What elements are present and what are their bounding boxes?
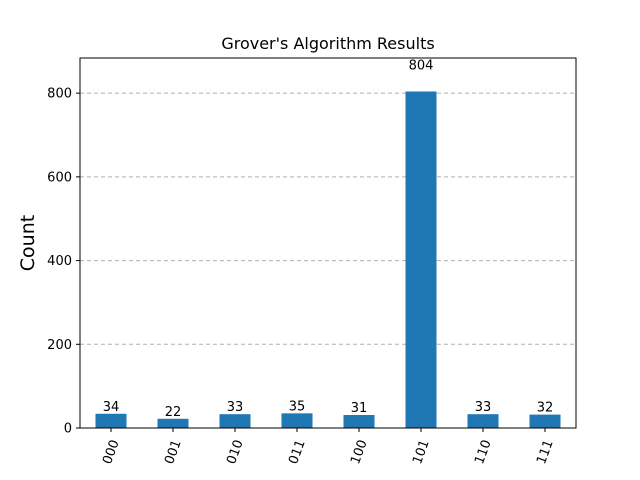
bar-value-label: 32 <box>537 401 554 416</box>
bar-value-label: 35 <box>289 399 306 414</box>
plot-frame <box>79 57 577 429</box>
y-tick-label: 0 <box>64 422 72 437</box>
y-axis-ticks: 0 200 400 600 800 <box>47 87 80 437</box>
bar-value-label: 31 <box>351 401 368 416</box>
y-tick-label: 200 <box>47 338 72 353</box>
bar <box>529 414 561 428</box>
bar <box>95 413 127 428</box>
bar-value-label: 34 <box>103 400 120 415</box>
bar <box>343 415 375 428</box>
bar-value-labels: 34 22 33 35 31 804 33 32 <box>103 58 554 419</box>
gridlines <box>80 92 576 345</box>
bar-value-label: 22 <box>165 405 182 420</box>
bar-value-label: 33 <box>475 400 492 415</box>
bar <box>281 413 313 428</box>
y-tick-label: 400 <box>47 254 72 269</box>
bar <box>219 414 251 428</box>
chart-title: Grover's Algorithm Results <box>221 34 434 53</box>
y-axis-label: Count <box>17 215 39 271</box>
bar <box>157 418 189 428</box>
bar-value-label: 804 <box>409 58 434 73</box>
y-tick-label: 800 <box>47 87 72 102</box>
y-tick-label: 600 <box>47 170 72 185</box>
bar <box>467 414 499 428</box>
bar-value-label: 33 <box>227 400 244 415</box>
bars <box>95 91 561 428</box>
bar <box>405 91 437 428</box>
